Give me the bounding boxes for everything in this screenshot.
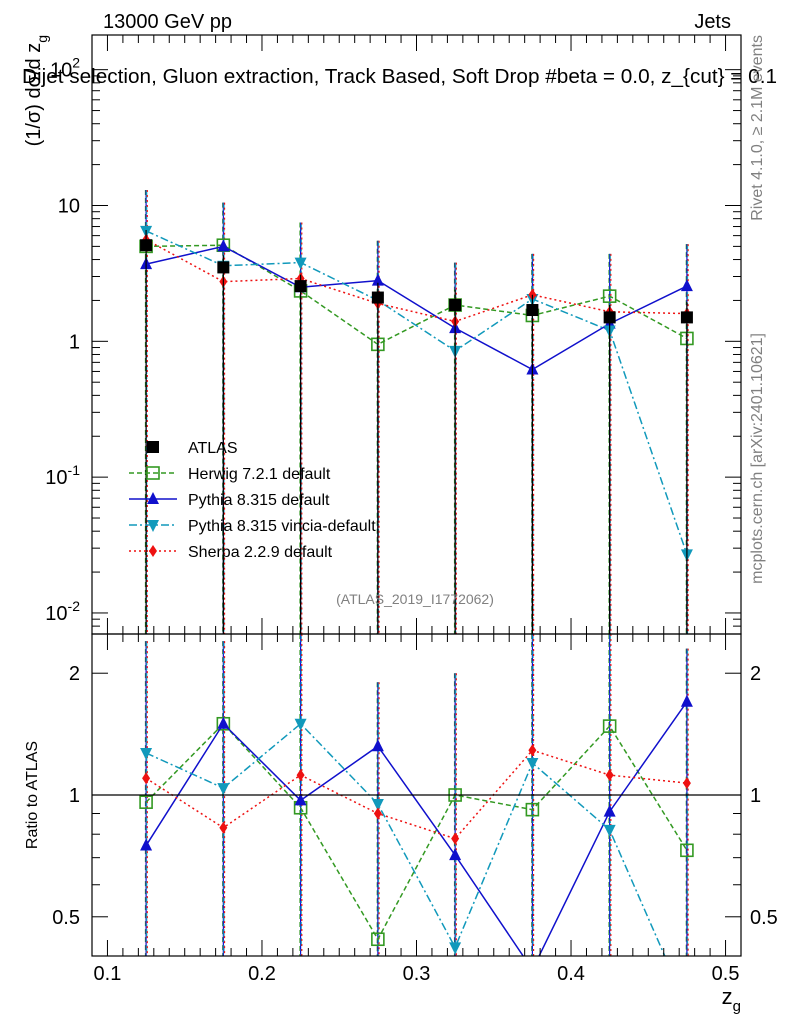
legend-marker-sherpa-2-2-9-default [149,545,157,557]
ratio-point-pythia-8-315-vincia-default [217,783,230,796]
y-title-sub: g [34,35,50,43]
ratio-tick-label-left: 2 [69,663,80,685]
y-tick-label: 10 [58,195,80,217]
point-pythia-8-315-default [217,239,230,252]
data-point [217,261,230,274]
ratio-point-pythia-8-315-vincia-default [603,824,616,837]
ratio-point-sherpa-2-2-9-default [373,807,382,820]
ratio-point-herwig-7-2-1-default [680,843,694,858]
legend-marker-herwig-7-2-1-default [146,466,160,480]
series-line-pythia-8-315-vincia-default [145,230,688,555]
ratio-point-pythia-8-315-default [603,804,616,817]
legend-marker-pythia-8-315-default [147,492,159,504]
data-point [603,311,616,324]
ratio-point-sherpa-2-2-9-default [219,821,228,834]
data-point [371,291,384,304]
ratio-point-pythia-8-315-default [680,694,693,707]
y-tick-label: 10-1 [45,462,80,489]
y-tick-label: 102 [50,55,80,82]
x-tick-label: 0.4 [557,963,585,985]
point-pythia-8-315-vincia-default [294,257,307,270]
legend: ATLAS Herwig 7.2.1 default Pythia 8.315 de… [129,440,376,561]
ratio-point-pythia-8-315-default [526,963,538,975]
ratio-point-pythia-8-315-vincia-default [140,748,153,761]
x-tick-label: 0.3 [403,963,431,985]
ratio-point-herwig-7-2-1-default [371,932,385,947]
rivet-side-label: Rivet 4.1.0, ≥ 2.1M events [749,35,766,221]
y-tick-label-exp: -2 [68,598,81,614]
ratio-y-axis-title: Ratio to ATLAS [24,741,41,849]
ratio-line-herwig-7-2-1-default [145,722,688,941]
legend-label-sherpa-2-2-9-default: Sherpa 2.2.9 default [188,544,333,561]
ratio-line-pythia-8-315-default [145,701,688,956]
series-line-pythia-8-315-default [145,245,688,371]
ratio-point-pythia-8-315-default [371,739,384,752]
ratio-line-pythia-8-315-vincia-default [145,722,666,956]
ratio-point-herwig-7-2-1-default [139,795,153,809]
category-label: Jets [694,11,731,33]
ratio-point-sherpa-2-2-9-default [296,769,305,782]
ratio-tick-label-right: 2 [750,663,761,685]
y-tick-label: 1 [69,331,80,353]
y-tick-label: 10-2 [45,598,80,625]
ratio-point-pythia-8-315-default [140,838,153,851]
point-pythia-8-315-default [680,279,693,292]
series-line-sherpa-2-2-9-default [145,239,687,323]
data-point [526,304,539,317]
legend-label-pythia-8-315-vincia-default: Pythia 8.315 vincia-default [188,518,376,535]
ratio-point-pythia-8-315-vincia-default [681,1002,693,1014]
x-tick-label: 0.5 [712,963,740,985]
ratio-point-herwig-7-2-1-default [525,802,540,817]
legend-marker-atlas [147,441,159,453]
y-tick-label-exp: -1 [68,462,81,478]
plot-title: Dijet selection, Gluon extraction, Track… [22,66,777,88]
x-title-main: z [722,984,733,1009]
ratio-point-pythia-8-315-vincia-default [371,799,384,812]
ratio-point-herwig-7-2-1-default [602,719,617,733]
ratio-point-pythia-8-315-vincia-default [526,757,539,770]
ratio-tick-label-right: 1 [750,785,761,807]
y-tick-label-base: 10 [45,603,67,625]
ratio-point-sherpa-2-2-9-default [528,744,537,757]
legend-label-atlas: ATLAS [188,440,238,457]
ratio-point-sherpa-2-2-9-default [142,772,151,785]
x-axis-title: zg [722,984,741,1015]
ratio-point-pythia-8-315-default [217,716,230,729]
ratio-point-sherpa-2-2-9-default [605,769,614,782]
ratio-point-pythia-8-315-vincia-default [449,942,462,955]
data-point [294,280,307,293]
y-tick-label-exp: 2 [72,55,80,71]
y-tick-label-base: 10 [45,467,67,489]
x-tick-label: 0.1 [94,963,122,985]
ratio-point-sherpa-2-2-9-default [451,832,460,845]
y-tick-label-base: 10 [50,60,72,82]
legend-label-pythia-8-315-default: Pythia 8.315 default [188,492,330,509]
data-point [680,311,693,324]
x-title-sub: g [733,998,741,1015]
main-series-group [139,190,694,634]
y-title-main: (1/σ) dσ/d z [23,43,45,147]
ratio-point-sherpa-2-2-9-default [682,777,691,790]
ratio-tick-label-left: 1 [69,785,80,807]
mcplots-side-label: mcplots.cern.ch [arXiv:2401.10621] [749,333,766,584]
y-axis-title: (1/σ) dσ/d zg [23,35,50,146]
data-point [140,239,153,252]
legend-marker-pythia-8-315-vincia-default [147,520,159,532]
legend-label-herwig-7-2-1-default: Herwig 7.2.1 default [188,466,331,483]
data-point [449,299,462,312]
point-pythia-8-315-default [371,273,384,286]
ratio-point-pythia-8-315-default [294,793,307,806]
ratio-tick-label-left: 0.5 [52,907,80,929]
ratio-tick-label-right: 0.5 [750,907,778,929]
x-tick-label: 0.2 [248,963,276,985]
watermark-label: (ATLAS_2019_I1772062) [336,591,494,607]
point-herwig-7-2-1-default [602,289,617,303]
energy-label: 13000 GeV pp [103,11,232,33]
ratio-point-pythia-8-315-vincia-default [294,718,307,731]
ratio-series-group [139,634,694,1014]
ratio-point-pythia-8-315-default [449,848,462,861]
